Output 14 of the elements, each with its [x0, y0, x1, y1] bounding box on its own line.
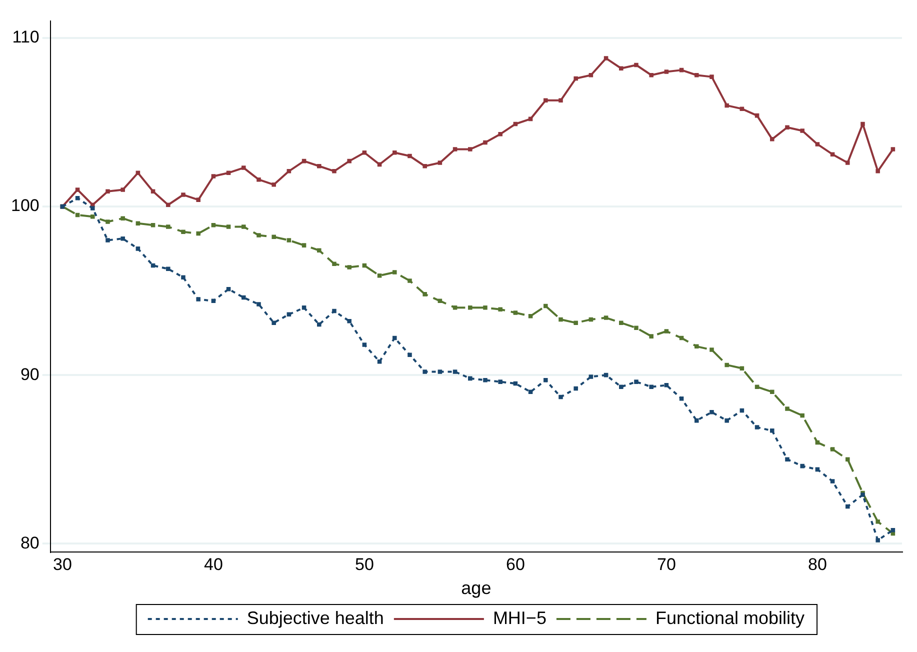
legend-label: MHI−5	[492, 608, 546, 628]
y-tick-label: 110	[12, 28, 40, 47]
legend-label: Functional mobility	[655, 608, 805, 628]
x-tick-label: 60	[506, 554, 525, 574]
y-tick-label: 90	[20, 364, 40, 384]
x-tick-label: 30	[52, 554, 72, 574]
y-tick-label: 100	[10, 196, 40, 216]
y-tick-label: 80	[20, 533, 40, 552]
legend-label: Subjective health	[246, 608, 384, 628]
x-tick-label: 70	[656, 554, 676, 574]
x-tick-label: 50	[354, 554, 374, 574]
x-axis-title: age	[461, 578, 492, 598]
x-tick-label: 80	[808, 554, 827, 574]
x-tick-label: 40	[204, 554, 223, 574]
